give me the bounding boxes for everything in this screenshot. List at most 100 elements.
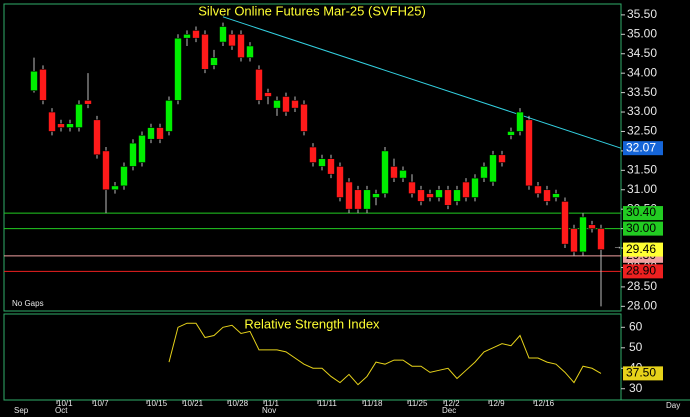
candle-body bbox=[462, 181, 470, 198]
candle-body bbox=[318, 158, 326, 167]
month-label: Nov bbox=[262, 406, 276, 415]
month-label: Oct bbox=[55, 406, 68, 415]
x-tick-label: 12/9 bbox=[489, 399, 505, 408]
candle-body bbox=[579, 216, 587, 253]
candle-body bbox=[201, 34, 209, 70]
x-unit: Day bbox=[666, 401, 680, 410]
candle-body bbox=[57, 123, 65, 128]
candle-body bbox=[165, 100, 173, 132]
x-tick-label: 10/28 bbox=[228, 399, 249, 408]
candle-body bbox=[192, 30, 200, 39]
candle-body bbox=[354, 189, 362, 210]
candle-body bbox=[93, 119, 101, 156]
candle-body bbox=[282, 96, 290, 113]
candle-body bbox=[264, 92, 272, 97]
level-tag bbox=[623, 206, 663, 221]
candle-body bbox=[390, 166, 398, 179]
candle-body bbox=[129, 142, 137, 167]
candle-body bbox=[417, 189, 425, 202]
trendline bbox=[222, 16, 622, 149]
candle-body bbox=[426, 193, 434, 198]
candle-body bbox=[147, 127, 155, 140]
candle-body bbox=[597, 228, 605, 250]
candle-body bbox=[570, 228, 578, 253]
candle-body bbox=[381, 150, 389, 194]
candle-body bbox=[498, 154, 506, 163]
candle-body bbox=[174, 37, 182, 101]
price-panel bbox=[3, 3, 622, 312]
candle-body bbox=[48, 111, 56, 132]
candle-body bbox=[453, 189, 461, 202]
candle-body bbox=[543, 189, 551, 202]
candle-body bbox=[507, 131, 515, 136]
candle-body bbox=[435, 189, 443, 198]
candle-body bbox=[588, 224, 596, 229]
candle-body bbox=[525, 119, 533, 187]
candle-body bbox=[138, 135, 146, 163]
month-label: Sep bbox=[14, 406, 29, 415]
candle-body bbox=[75, 103, 83, 128]
candle-body bbox=[228, 34, 236, 47]
y-tick-label: 33.00 bbox=[627, 104, 657, 118]
level-label: 30.40 bbox=[626, 205, 656, 219]
candle-body bbox=[39, 68, 47, 101]
candle-body bbox=[111, 185, 119, 191]
x-tick-label: 10/1 bbox=[57, 399, 73, 408]
x-tick-label: 12/2 bbox=[444, 399, 460, 408]
rsi-tag bbox=[623, 366, 663, 381]
y-tick-label: 33.50 bbox=[627, 85, 657, 99]
x-tick-label: 11/25 bbox=[408, 399, 428, 408]
candle-body bbox=[309, 146, 317, 163]
candle-body bbox=[30, 70, 38, 91]
candle-body bbox=[219, 26, 227, 43]
rsi-line bbox=[168, 322, 602, 386]
candle-body bbox=[237, 34, 245, 58]
candle-body bbox=[246, 45, 254, 58]
candle-body bbox=[561, 201, 569, 245]
candle-body bbox=[444, 189, 452, 206]
rsi-tick-label: 30 bbox=[629, 381, 643, 395]
candle-body bbox=[363, 189, 371, 210]
x-tick-label: 10/15 bbox=[147, 399, 168, 408]
candle-body bbox=[210, 57, 218, 66]
candle-body bbox=[372, 193, 380, 198]
note: No Gaps bbox=[12, 299, 44, 308]
candle-body bbox=[345, 181, 353, 210]
candle-body bbox=[120, 166, 128, 187]
rsi-tick-label: 60 bbox=[629, 319, 643, 333]
y-tick-label: 28.00 bbox=[627, 299, 657, 313]
level-label: 30.00 bbox=[626, 221, 656, 235]
y-tick-label: 35.50 bbox=[627, 7, 657, 21]
candle-body bbox=[300, 103, 308, 132]
chart-title: Silver Online Futures Mar-25 (SVFH25) bbox=[198, 3, 426, 18]
candle-body bbox=[399, 170, 407, 179]
y-tick-label: 34.00 bbox=[627, 65, 657, 79]
candle-body bbox=[408, 181, 416, 194]
candle-body bbox=[102, 150, 110, 191]
x-tick-label: 11/11 bbox=[318, 399, 337, 408]
candle-body bbox=[273, 100, 281, 109]
trend-label: 32.07 bbox=[626, 140, 656, 154]
x-tick-label: 10/7 bbox=[93, 399, 109, 408]
candle-body bbox=[183, 34, 191, 39]
rsi-title: Relative Strength Index bbox=[244, 316, 380, 331]
last-tag bbox=[623, 242, 663, 257]
y-tick-label: 35.00 bbox=[627, 26, 657, 40]
x-tick-label: 10/21 bbox=[183, 399, 204, 408]
candle-body bbox=[534, 185, 542, 194]
candle-body bbox=[84, 100, 92, 105]
y-tick-label: 32.50 bbox=[627, 124, 657, 138]
candle-body bbox=[156, 127, 164, 140]
trend-tag bbox=[623, 141, 663, 156]
month-label: Dec bbox=[442, 406, 456, 415]
last-arrow: → bbox=[613, 241, 622, 251]
x-tick-label: 11/1 bbox=[264, 399, 280, 408]
candle-body bbox=[66, 123, 74, 128]
x-tick-label: 11/18 bbox=[363, 399, 383, 408]
level-label: 28.90 bbox=[626, 264, 656, 278]
candle-body bbox=[516, 111, 524, 132]
y-tick-label: 31.00 bbox=[627, 182, 657, 196]
candle-body bbox=[336, 166, 344, 198]
